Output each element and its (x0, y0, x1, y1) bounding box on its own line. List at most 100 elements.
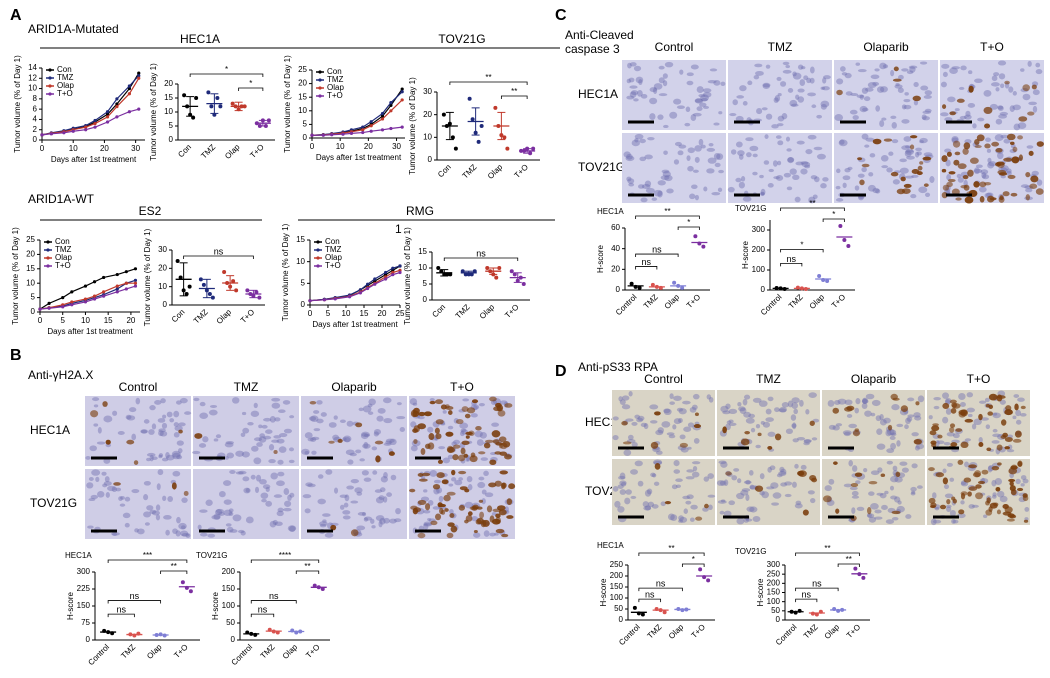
stained-nucleus (880, 473, 886, 478)
nucleus (992, 433, 1001, 438)
x-tick-label: 0 (40, 144, 45, 153)
x-tick-label: Control (617, 622, 642, 647)
x-tick-label: Olap (667, 622, 686, 641)
nucleus (1022, 478, 1029, 484)
series-point (93, 121, 97, 126)
nucleus (854, 185, 860, 191)
nucleus (735, 141, 743, 148)
nucleus (256, 442, 263, 447)
stained-nucleus (995, 148, 1003, 153)
nucleus (313, 410, 320, 414)
stained-nucleus (478, 451, 486, 455)
nucleus (864, 410, 872, 417)
nucleus (790, 414, 797, 421)
nucleus (278, 446, 287, 453)
nucleus (890, 69, 895, 77)
y-tick-label: 0 (428, 155, 433, 164)
nucleus (777, 160, 782, 166)
nucleus (260, 492, 269, 499)
nucleus (836, 168, 841, 174)
series-line (39, 268, 136, 310)
stained-nucleus (501, 482, 507, 489)
stained-nucleus (900, 176, 906, 182)
series-point (70, 300, 74, 304)
nucleus (770, 482, 779, 489)
nucleus (673, 469, 681, 474)
nucleus (754, 63, 763, 68)
nucleus (694, 156, 700, 163)
x-tick-label: 0 (38, 316, 43, 325)
nucleus (655, 429, 664, 436)
nucleus (914, 415, 922, 421)
nucleus (775, 135, 782, 139)
nucleus (780, 81, 787, 87)
stained-nucleus (488, 482, 497, 488)
data-point (180, 580, 185, 585)
series-point (373, 277, 377, 281)
data-point (188, 589, 193, 594)
nucleus (851, 495, 860, 499)
nucleus (994, 478, 1003, 486)
nucleus (107, 485, 116, 492)
column-header: Control (119, 380, 158, 394)
chart-title: TOV21G (196, 551, 227, 560)
stained-nucleus (942, 477, 949, 485)
stained-nucleus (986, 195, 995, 203)
series-point (349, 131, 354, 135)
stained-nucleus (923, 183, 929, 187)
nucleus (958, 393, 966, 400)
nucleus (944, 117, 953, 122)
nucleus (717, 187, 723, 193)
series-point (133, 267, 138, 271)
nucleus (906, 70, 914, 75)
nucleus (789, 168, 797, 175)
nucleus (785, 64, 791, 69)
nucleus (958, 86, 965, 90)
nucleus (250, 474, 256, 480)
nucleus (709, 68, 718, 72)
nucleus (382, 397, 392, 404)
series-point (398, 264, 402, 268)
series-point (102, 294, 106, 298)
nucleus (919, 61, 928, 65)
nucleus (253, 457, 262, 465)
nucleus (782, 61, 790, 66)
data-point (650, 282, 655, 287)
nucleus (346, 420, 354, 427)
stained-nucleus (987, 411, 994, 416)
nucleus (658, 65, 665, 70)
stained-nucleus (460, 447, 466, 455)
nucleus (375, 496, 384, 504)
y-tick-label: 10 (296, 257, 305, 266)
nucleus (228, 508, 234, 513)
nucleus (626, 153, 633, 160)
nucleus (1015, 478, 1021, 485)
nucleus (941, 63, 950, 69)
legend-marker (316, 264, 320, 268)
significance-label: ** (304, 562, 310, 571)
nucleus (728, 408, 738, 415)
nucleus (690, 504, 698, 510)
nucleus (959, 402, 966, 407)
nucleus (995, 87, 1000, 92)
data-point (234, 288, 239, 293)
nucleus (773, 176, 780, 180)
nucleus (988, 161, 997, 167)
stained-nucleus (974, 470, 982, 478)
nucleus (279, 433, 288, 438)
nucleus (870, 502, 879, 510)
nucleus (945, 408, 952, 415)
nucleus (311, 450, 317, 455)
nucleus (146, 457, 151, 462)
y-tick-label: 25 (26, 235, 35, 244)
nucleus (287, 525, 297, 532)
legend-marker (318, 86, 322, 90)
significance-label: * (832, 210, 835, 219)
micrograph (85, 396, 191, 466)
series-point (70, 290, 74, 294)
y-tick-label: 10 (164, 107, 173, 116)
nucleus (242, 427, 250, 434)
nucleus (901, 467, 909, 473)
nucleus (867, 184, 876, 192)
stained-nucleus (171, 482, 177, 490)
